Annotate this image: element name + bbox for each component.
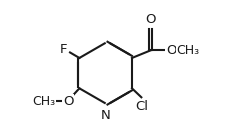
Text: F: F [60, 43, 67, 56]
Text: CH₃: CH₃ [176, 44, 200, 57]
Text: O: O [145, 13, 156, 26]
Text: Cl: Cl [135, 100, 148, 113]
Text: O: O [166, 44, 176, 57]
Text: CH₃: CH₃ [32, 95, 55, 108]
Text: N: N [101, 109, 110, 122]
Text: O: O [63, 95, 73, 108]
